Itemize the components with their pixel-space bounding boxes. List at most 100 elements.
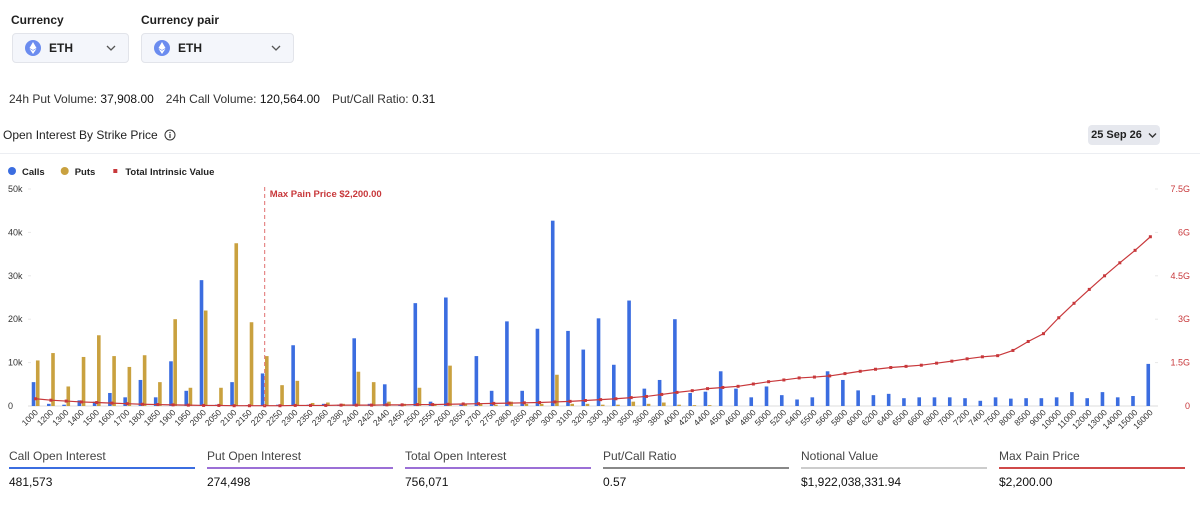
line-point — [171, 403, 175, 407]
bar — [749, 397, 754, 406]
summary-underline — [603, 467, 789, 469]
y-tick-label: 50k — [8, 184, 23, 194]
summary-label: Max Pain Price — [999, 449, 1080, 463]
bar — [596, 318, 601, 406]
line — [35, 236, 1151, 407]
bar — [35, 360, 40, 406]
line-point — [492, 401, 496, 405]
line-point — [324, 403, 328, 407]
legend-label: Puts — [75, 167, 96, 178]
legend-marker — [113, 169, 118, 173]
line-point — [232, 404, 236, 408]
currency-pair-dropdown[interactable]: ETH — [141, 33, 294, 63]
y2-tick-label: 1.5G — [1170, 358, 1190, 368]
line-point — [385, 403, 389, 407]
line-point — [980, 355, 984, 359]
bar — [555, 374, 559, 406]
info-icon[interactable] — [164, 129, 176, 141]
y2-tick-label: 6G — [1178, 227, 1190, 237]
bar — [886, 393, 891, 406]
line-point — [309, 403, 312, 407]
bar — [371, 382, 376, 406]
stat-value: 120,564.00 — [259, 92, 320, 106]
bar — [520, 390, 524, 406]
bar — [249, 322, 254, 406]
stat-value: 0.31 — [411, 92, 436, 106]
line-point — [950, 359, 954, 363]
bar — [673, 319, 677, 406]
line-point — [217, 403, 221, 407]
bar — [764, 386, 769, 406]
bar — [932, 397, 937, 406]
bar — [963, 398, 967, 406]
summary-underline — [801, 467, 987, 469]
bar — [31, 382, 36, 406]
bar — [77, 400, 82, 406]
y-tick-label: 30k — [8, 271, 23, 281]
bar — [51, 353, 55, 406]
line-point — [202, 403, 206, 407]
line-point — [660, 392, 664, 396]
summary-label: Call Open Interest — [9, 449, 106, 463]
bar — [1146, 363, 1151, 406]
eth-icon — [25, 40, 41, 56]
bar — [585, 403, 590, 406]
bar — [474, 356, 479, 406]
bar — [326, 402, 330, 406]
max-pain-label: Max Pain Price $2,200.00 — [270, 189, 382, 200]
eth-icon — [154, 40, 170, 56]
bar — [539, 403, 544, 406]
caret — [1148, 132, 1157, 138]
bar — [1054, 397, 1059, 406]
bar — [62, 404, 66, 406]
bar — [581, 349, 586, 406]
summary-item: Max Pain Price $2,200.00 — [999, 449, 1185, 489]
legend-marker — [60, 167, 69, 175]
currency-pair-label: Currency pair — [141, 13, 220, 27]
bar — [718, 371, 723, 406]
summary-item: Total Open Interest 756,071 — [405, 449, 591, 489]
bar — [692, 405, 697, 406]
bar — [142, 355, 147, 406]
summary-value: 756,071 — [405, 475, 449, 489]
line-point — [797, 376, 801, 380]
bar — [489, 390, 494, 406]
bar — [612, 364, 616, 406]
date-selector[interactable]: 25 Sep 26 — [1088, 125, 1160, 145]
bar — [66, 386, 71, 406]
bar — [169, 361, 173, 406]
currency-dropdown[interactable]: ETH — [12, 33, 129, 63]
line-point — [538, 401, 542, 405]
bar — [352, 338, 357, 406]
section-header: Open Interest By Strike Price — [3, 128, 176, 142]
bar — [1131, 396, 1135, 406]
bar — [173, 319, 177, 406]
line-point — [767, 380, 771, 384]
bar — [509, 401, 513, 406]
bar — [92, 401, 97, 406]
line-point — [782, 378, 786, 382]
caret — [106, 45, 116, 51]
bar — [841, 379, 845, 406]
line-point — [904, 364, 908, 368]
bar — [459, 404, 463, 406]
y-tick-label: 10k — [8, 358, 23, 368]
line-point — [400, 403, 404, 407]
bar — [856, 390, 860, 406]
y-tick-label: 0 — [8, 401, 13, 411]
bar — [291, 345, 295, 406]
line-point — [629, 396, 633, 400]
summary-underline — [999, 467, 1185, 469]
summary-label: Total Open Interest — [405, 449, 507, 463]
y-tick-label: 40k — [8, 227, 23, 237]
summary-item: Put/Call Ratio 0.57 — [603, 449, 789, 489]
summary-label: Put/Call Ratio — [603, 449, 677, 463]
bar — [97, 335, 101, 406]
line-point — [370, 403, 374, 407]
bar — [871, 395, 876, 406]
bar — [550, 220, 555, 406]
line-point — [583, 399, 587, 403]
bar — [535, 328, 540, 406]
stat-label: 24h Call Volume: — [165, 92, 257, 106]
bar — [1039, 398, 1044, 406]
